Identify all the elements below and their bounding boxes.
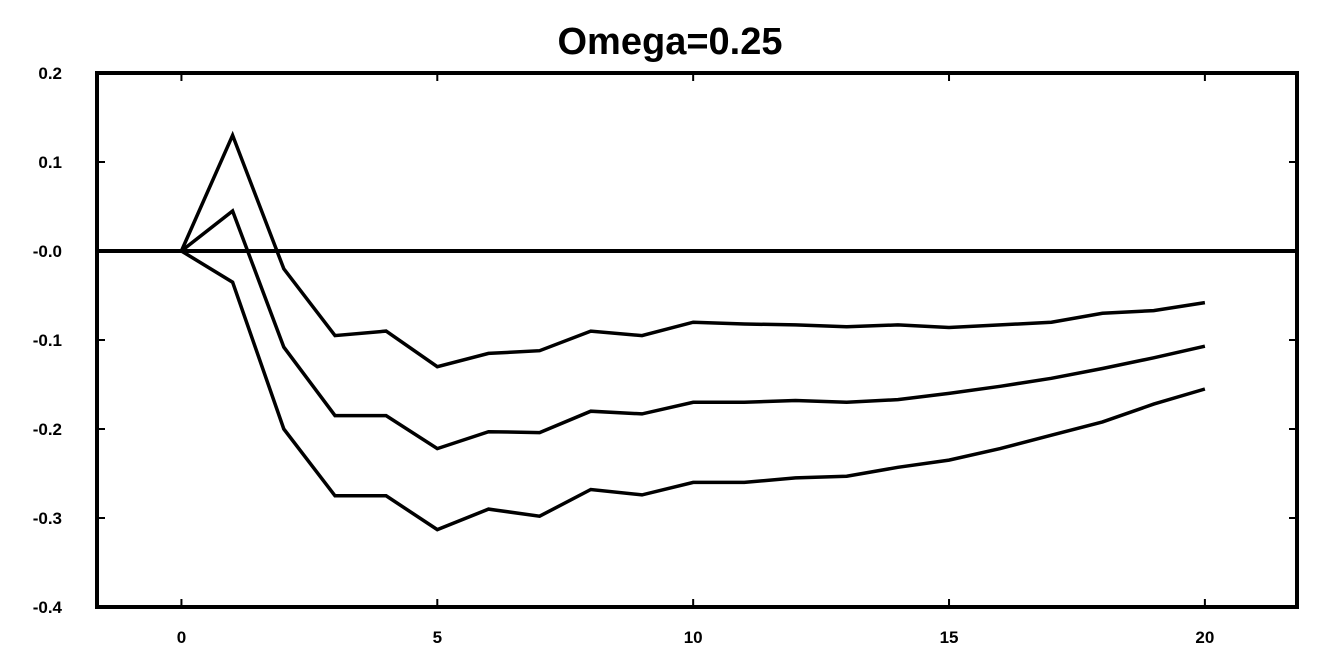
plot-border bbox=[95, 71, 1299, 609]
x-axis: 0 5 10 15 20 bbox=[177, 73, 1214, 647]
y-axis: 0.2 0.1 -0.0 -0.1 -0.2 -0.3 -0.4 bbox=[33, 64, 1297, 617]
series-lines bbox=[179, 130, 1206, 532]
x-tick-label: 20 bbox=[1195, 628, 1214, 647]
x-tick-label: 5 bbox=[433, 628, 442, 647]
y-tick-label: -0.3 bbox=[33, 509, 62, 528]
y-tick-label: -0.0 bbox=[33, 242, 62, 261]
y-tick-label: -0.1 bbox=[33, 331, 62, 350]
x-tick-label: 15 bbox=[940, 628, 959, 647]
series-line-1 bbox=[179, 130, 1206, 369]
series-line-2 bbox=[180, 208, 1206, 451]
x-tick-label: 10 bbox=[684, 628, 703, 647]
y-tick-label: 0.2 bbox=[38, 64, 62, 83]
chart-title: Omega=0.25 bbox=[558, 21, 783, 63]
y-tick-label: -0.4 bbox=[33, 598, 63, 617]
plot-frame bbox=[95, 71, 1299, 609]
y-tick-label: 0.1 bbox=[38, 153, 62, 172]
y-tick-label: -0.2 bbox=[33, 420, 62, 439]
series-line-3 bbox=[180, 249, 1206, 532]
x-tick-label: 0 bbox=[177, 628, 186, 647]
